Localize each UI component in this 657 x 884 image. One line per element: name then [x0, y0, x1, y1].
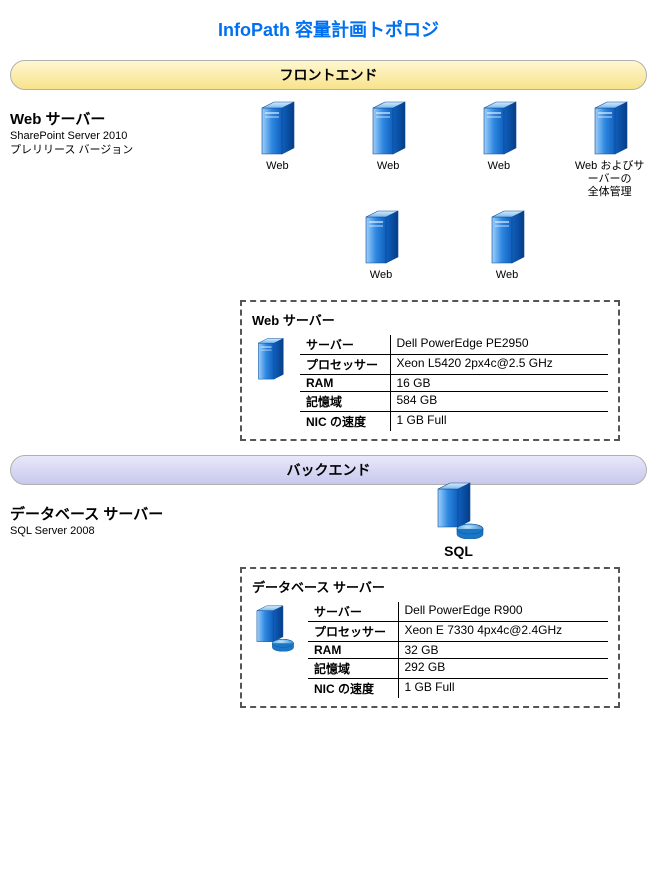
db-specbox-title: データベース サーバー: [252, 577, 608, 596]
spec-key: プロセッサー: [308, 621, 398, 641]
web-server-5: Web: [336, 207, 426, 282]
frontend-band: フロントエンド: [10, 60, 647, 90]
web-admin-server-label: Web およびサーバーの 全体管理: [572, 160, 647, 200]
db-spec-table: サーバー Dell PowerEdge R900 プロセッサー Xeon E 7…: [308, 602, 608, 698]
web-specbox: Web サーバー サーバー Dell PowerEdge PE2950 プロセッ…: [240, 300, 620, 441]
spec-key: RAM: [308, 641, 398, 658]
spec-val: Xeon L5420 2px4c@2.5 GHz: [390, 355, 608, 375]
spec-val: 1 GB Full: [390, 412, 608, 432]
spec-val: 32 GB: [398, 641, 608, 658]
spec-val: Xeon E 7330 4px4c@2.4GHz: [398, 621, 608, 641]
spec-val: Dell PowerEdge R900: [398, 602, 608, 622]
web-specbox-title: Web サーバー: [252, 310, 608, 329]
spec-val: 584 GB: [390, 392, 608, 412]
web-server-3: Web: [462, 98, 537, 200]
web-server-1-label: Web: [266, 160, 288, 173]
web-server-6-label: Web: [496, 269, 518, 282]
spec-key: プロセッサー: [300, 355, 390, 375]
server-tower-icon: [358, 207, 404, 265]
spec-key: 記憶域: [300, 392, 390, 412]
server-tower-icon: [252, 335, 288, 381]
spec-key: サーバー: [308, 602, 398, 622]
server-tower-icon: [476, 98, 522, 156]
spec-val: 1 GB Full: [398, 678, 608, 698]
web-server-6: Web: [462, 207, 552, 282]
web-server-1: Web: [240, 98, 315, 200]
web-spec-table: サーバー Dell PowerEdge PE2950 プロセッサー Xeon L…: [300, 335, 608, 431]
spec-key: RAM: [300, 375, 390, 392]
frontend-row2: Web Web: [336, 207, 647, 282]
spec-val: Dell PowerEdge PE2950: [390, 335, 608, 355]
server-tower-icon: [587, 98, 633, 156]
web-server-5-label: Web: [370, 269, 392, 282]
spec-val: 292 GB: [398, 658, 608, 678]
sql-server: SQL: [270, 479, 647, 559]
server-tower-icon: [254, 98, 300, 156]
spec-key: サーバー: [300, 335, 390, 355]
spec-key: 記憶域: [308, 658, 398, 678]
server-tower-icon: [484, 207, 530, 265]
spec-key: NIC の速度: [300, 412, 390, 432]
server-tower-icon: [365, 98, 411, 156]
db-specbox: データベース サーバー サーバー Dell PowerEdge R900 プロセ…: [240, 567, 620, 708]
sql-label: SQL: [444, 543, 473, 559]
web-server-3-label: Web: [488, 160, 510, 173]
frontend-row1: Web Web Web Web およびサーバーの 全体管理: [240, 98, 647, 200]
db-server-icon: [432, 479, 486, 539]
spec-val: 16 GB: [390, 375, 608, 392]
spec-key: NIC の速度: [308, 678, 398, 698]
page-title: InfoPath 容量計画トポロジ: [10, 16, 647, 42]
web-server-2-label: Web: [377, 160, 399, 173]
web-admin-server: Web およびサーバーの 全体管理: [572, 98, 647, 200]
db-server-icon: [252, 602, 296, 652]
web-server-2: Web: [351, 98, 426, 200]
